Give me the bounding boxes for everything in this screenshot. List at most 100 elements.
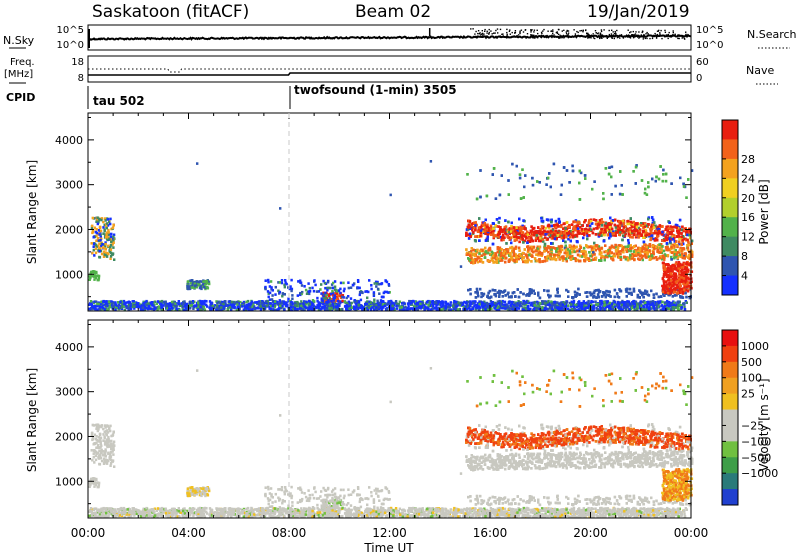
power-cell	[250, 302, 253, 305]
power-cell	[162, 304, 165, 307]
power-cell	[544, 307, 547, 310]
power-cell	[263, 303, 266, 307]
power-cell	[273, 301, 277, 305]
nsearch-point	[577, 31, 579, 34]
power-cell	[203, 285, 206, 289]
nsearch-point	[506, 31, 508, 34]
nsearch-point	[550, 30, 553, 32]
nsearch-point	[677, 34, 679, 36]
power-cell	[350, 306, 353, 309]
power-cell	[109, 255, 113, 258]
nsearch-point	[558, 37, 560, 39]
power-cell	[182, 308, 185, 312]
power-cell	[338, 300, 341, 303]
nsearch-point	[674, 33, 676, 35]
power-cell	[342, 289, 346, 293]
power-cell	[626, 302, 630, 306]
power-cell	[329, 304, 333, 307]
power-cell	[111, 302, 114, 305]
nsearch-point	[530, 29, 532, 32]
power-cell	[129, 302, 133, 306]
power-cell	[375, 285, 378, 288]
nsearch-point	[477, 32, 479, 35]
power-cell	[605, 305, 609, 308]
power-cell	[96, 302, 99, 306]
nsearch-point	[666, 35, 668, 38]
power-cell	[669, 301, 672, 305]
power-cell	[559, 304, 562, 308]
power-cell	[95, 220, 98, 223]
power-cell	[537, 302, 540, 305]
power-cell	[261, 300, 264, 303]
power-cell	[245, 305, 249, 308]
power-cell	[278, 299, 281, 302]
nsearch-point	[556, 31, 558, 33]
nsearch-point	[684, 38, 686, 40]
power-cell	[236, 306, 239, 309]
nsearch-point	[611, 37, 613, 39]
power-cell	[258, 300, 262, 303]
nsearch-point	[488, 31, 490, 34]
power-cell	[193, 282, 196, 286]
power-cell	[291, 294, 294, 297]
power-cell	[490, 307, 493, 311]
nsky-frame	[87, 24, 692, 51]
power-cell	[157, 305, 161, 308]
power-cell	[199, 280, 202, 283]
nsearch-point	[502, 33, 504, 35]
power-cell	[384, 307, 388, 311]
power-cell	[201, 283, 205, 286]
power-cell	[366, 296, 369, 300]
nsearch-point	[481, 30, 483, 32]
nsearch-point	[584, 36, 587, 38]
power-cell	[599, 308, 602, 312]
power-cell	[473, 304, 476, 308]
power-cell	[288, 287, 291, 291]
power-cell	[100, 305, 104, 309]
power-cell	[322, 301, 325, 305]
power-cell	[196, 308, 199, 312]
nsearch-point	[587, 32, 589, 35]
power-cell	[322, 279, 325, 283]
freq-unit: [MHz]	[4, 69, 33, 80]
power-cell	[572, 305, 576, 308]
power-cell	[432, 304, 435, 307]
power-cell	[357, 307, 360, 310]
power-cell	[300, 300, 303, 303]
power-cell	[293, 301, 297, 305]
power-cell	[276, 302, 279, 306]
power-cell	[378, 301, 381, 305]
power-cell	[381, 303, 384, 306]
power-cell	[100, 242, 103, 246]
power-cell	[230, 303, 234, 306]
power-cell	[496, 306, 499, 309]
power-cell	[341, 307, 344, 311]
nsearch-point	[502, 35, 504, 37]
power-cell	[224, 302, 227, 306]
power-cell	[556, 301, 559, 304]
power-cell	[92, 242, 96, 246]
power-cell	[389, 305, 392, 308]
nsearch-point	[536, 29, 538, 31]
nsearch-point	[540, 31, 543, 34]
power-cell	[248, 302, 251, 306]
nsearch-point	[677, 37, 679, 40]
power-cell	[547, 307, 550, 311]
power-cell	[91, 224, 94, 228]
power-cell	[153, 307, 157, 310]
power-cell	[102, 250, 106, 254]
nsearch-point	[472, 28, 474, 30]
power-cell	[119, 300, 122, 304]
power-cell	[473, 300, 476, 303]
power-cell	[97, 221, 100, 224]
power-cell	[112, 246, 115, 249]
power-cell	[228, 300, 231, 304]
power-cell	[112, 305, 115, 309]
power-cell	[397, 302, 401, 306]
nsearch-point	[647, 33, 649, 35]
power-cell	[660, 300, 663, 303]
nsearch-point	[573, 29, 575, 31]
power-cell	[621, 299, 624, 303]
power-cell	[100, 300, 103, 304]
power-cell	[632, 302, 635, 306]
